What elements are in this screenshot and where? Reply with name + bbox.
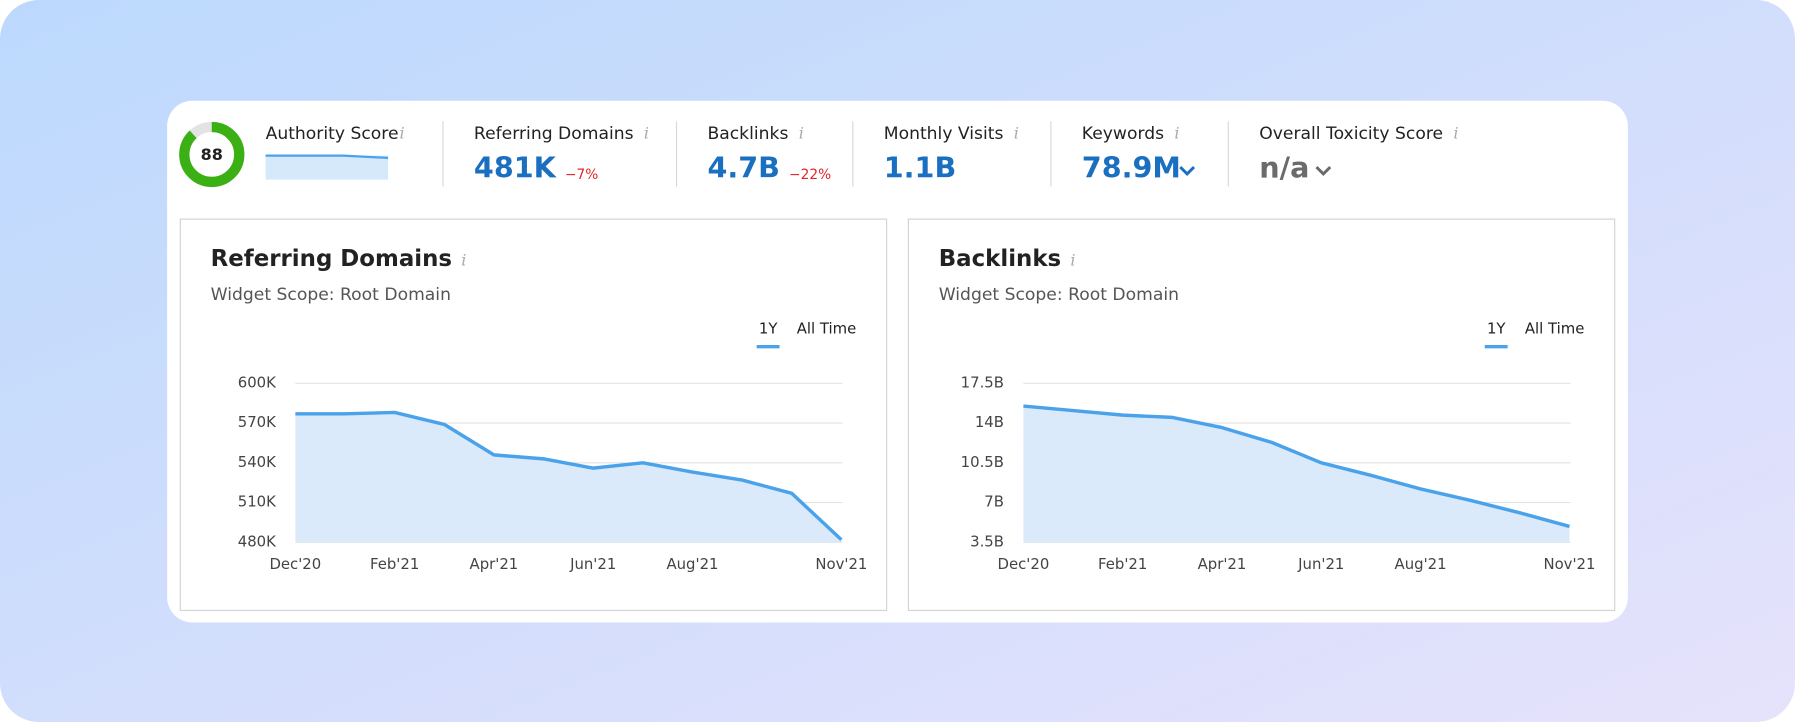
info-icon[interactable]: i <box>400 123 405 142</box>
y-tick-label: 510K <box>238 493 277 511</box>
metric-value: 1.1B <box>884 150 957 184</box>
x-tick-label: Nov'21 <box>815 555 867 573</box>
info-icon[interactable]: i <box>1174 123 1179 142</box>
range-option[interactable]: 1Y <box>759 320 778 338</box>
x-tick-label: Jun'21 <box>569 555 616 573</box>
chart-title: Backlinks <box>939 246 1061 272</box>
metric-change: −22% <box>789 167 831 183</box>
y-tick-label: 10.5B <box>961 453 1004 471</box>
sparkline-area <box>265 155 389 180</box>
y-tick-label: 600K <box>238 373 277 391</box>
y-tick-label: 3.5B <box>970 532 1004 550</box>
y-tick-label: 540K <box>238 453 277 471</box>
x-tick-label: Feb'21 <box>1098 555 1147 573</box>
dropdown-chevron[interactable] <box>1179 166 1196 176</box>
x-tick-label: Apr'21 <box>1198 555 1247 573</box>
x-tick-label: Dec'20 <box>269 555 321 573</box>
x-tick-label: Nov'21 <box>1543 555 1595 573</box>
info-icon[interactable]: i <box>1453 123 1458 142</box>
info-icon[interactable]: i <box>1014 123 1019 142</box>
area <box>295 412 842 543</box>
x-tick-label: Aug'21 <box>1395 555 1447 573</box>
metric-label: Overall Toxicity Score <box>1259 124 1443 144</box>
authority-value: 88 <box>201 145 223 164</box>
line <box>1023 404 1570 529</box>
y-tick-label: 14B <box>975 413 1004 431</box>
x-tick-label: Dec'20 <box>998 555 1050 573</box>
metric-label: Authority Score <box>266 124 399 144</box>
info-icon[interactable]: i <box>644 123 649 142</box>
y-tick-label: 7B <box>984 493 1004 511</box>
metric-label: Backlinks <box>707 124 788 144</box>
sparkline <box>265 154 389 160</box>
range-option[interactable]: All Time <box>797 320 857 338</box>
chart-title: Referring Domains <box>211 246 452 272</box>
metric-label: Keywords <box>1082 124 1164 144</box>
info-icon[interactable]: i <box>1070 250 1075 269</box>
y-tick-label: 17.5B <box>961 373 1004 391</box>
dropdown-chevron[interactable] <box>1315 166 1332 176</box>
metric-value: n/a <box>1259 150 1309 184</box>
info-icon[interactable]: i <box>461 250 466 269</box>
dividers <box>442 121 1229 187</box>
donut-arc <box>179 121 245 188</box>
chart-subtitle: Widget Scope: Root Domain <box>939 285 1179 305</box>
metric-label: Referring Domains <box>474 124 634 144</box>
panel <box>907 218 1616 612</box>
range-option[interactable]: All Time <box>1525 320 1585 338</box>
x-tick-label: Jun'21 <box>1297 555 1344 573</box>
x-tick-label: Aug'21 <box>666 555 718 573</box>
metric-change: −7% <box>565 167 598 183</box>
chart-subtitle: Widget Scope: Root Domain <box>211 285 451 305</box>
metric-value: 78.9M <box>1082 150 1181 184</box>
panel <box>179 218 888 612</box>
y-tick-label: 480K <box>238 532 277 550</box>
x-tick-label: Apr'21 <box>470 555 519 573</box>
area <box>1023 406 1570 543</box>
line <box>295 410 843 541</box>
metric-value: 481K <box>474 150 558 184</box>
metric-value: 4.7B <box>707 150 780 184</box>
range-option[interactable]: 1Y <box>1487 320 1506 338</box>
info-icon[interactable]: i <box>799 123 804 142</box>
metric-label: Monthly Visits <box>884 124 1004 144</box>
y-tick-label: 570K <box>238 413 277 431</box>
x-tick-label: Feb'21 <box>370 555 419 573</box>
